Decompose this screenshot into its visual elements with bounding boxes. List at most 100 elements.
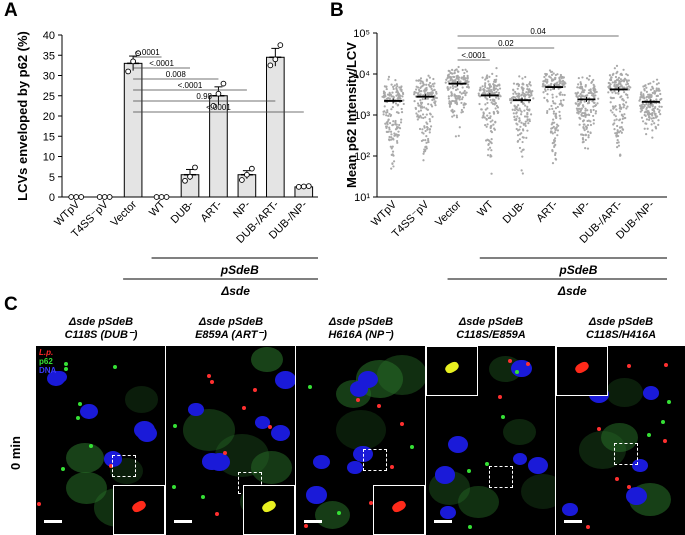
bacterium-dot xyxy=(253,387,258,392)
data-point xyxy=(489,120,492,123)
y-tick-label: 10¹ xyxy=(354,192,370,204)
data-point xyxy=(574,102,577,105)
data-point xyxy=(528,82,531,86)
data-point xyxy=(426,126,429,130)
data-point xyxy=(420,116,423,119)
column-title-strain: Δsde pSdeB xyxy=(588,316,654,328)
p-value-label: <.0001 xyxy=(178,81,203,90)
data-point xyxy=(626,74,629,77)
data-point xyxy=(518,133,522,136)
data-point xyxy=(386,109,389,112)
data-point xyxy=(484,78,487,81)
data-point xyxy=(585,126,588,130)
data-point xyxy=(422,106,426,109)
data-point xyxy=(592,78,595,82)
x-tick-label: Vector xyxy=(109,198,140,229)
data-point xyxy=(430,87,433,90)
data-point xyxy=(558,82,562,85)
data-point xyxy=(648,116,651,119)
data-point xyxy=(422,152,425,155)
data-point xyxy=(527,101,531,104)
data-point xyxy=(489,126,492,130)
data-point xyxy=(455,116,459,119)
data-point xyxy=(415,112,418,115)
data-point xyxy=(78,194,85,200)
data-point xyxy=(481,76,484,79)
data-point xyxy=(561,93,564,96)
data-point xyxy=(484,103,487,106)
data-point xyxy=(549,130,553,133)
data-point xyxy=(387,75,391,78)
data-point xyxy=(615,64,619,67)
data-point xyxy=(391,162,394,165)
data-point xyxy=(460,101,463,105)
data-point xyxy=(516,140,519,143)
data-point xyxy=(550,82,553,86)
data-point xyxy=(649,82,652,85)
nucleus xyxy=(512,453,528,466)
bacterium-dot xyxy=(662,439,667,444)
data-point xyxy=(522,136,525,139)
data-point xyxy=(658,109,661,112)
data-point xyxy=(395,139,399,143)
data-point xyxy=(587,113,590,116)
data-point xyxy=(519,109,522,112)
data-point xyxy=(525,91,528,94)
data-point xyxy=(611,111,614,114)
data-point xyxy=(390,108,393,111)
bacterium-dot xyxy=(369,500,374,505)
zoom-region-box xyxy=(488,466,513,489)
data-point xyxy=(592,92,595,95)
data-point xyxy=(561,83,564,86)
data-point xyxy=(182,177,188,184)
data-point xyxy=(643,111,646,114)
data-point xyxy=(428,127,432,131)
data-point xyxy=(390,133,393,136)
data-point xyxy=(515,83,519,86)
data-point xyxy=(461,68,464,72)
data-point xyxy=(579,93,582,96)
legend-dna: DNA xyxy=(39,366,57,375)
data-point xyxy=(400,118,403,121)
data-point xyxy=(651,136,654,139)
data-point xyxy=(612,96,615,100)
data-point xyxy=(643,84,646,88)
data-point xyxy=(583,89,586,92)
scale-bar xyxy=(434,520,452,523)
data-point xyxy=(515,92,518,95)
data-point xyxy=(613,81,616,84)
micrograph xyxy=(296,346,425,535)
data-point xyxy=(493,127,496,130)
data-point xyxy=(388,128,391,131)
data-point xyxy=(620,126,623,129)
data-point xyxy=(396,135,399,138)
data-point xyxy=(465,85,469,89)
data-point xyxy=(575,93,578,96)
data-point xyxy=(487,116,490,120)
data-point xyxy=(391,91,394,94)
data-point xyxy=(455,94,458,98)
data-point xyxy=(401,95,404,98)
data-point xyxy=(445,78,448,81)
data-point xyxy=(388,112,391,116)
p-value-label: <.0001 xyxy=(149,59,174,68)
scale-bar xyxy=(44,520,62,523)
data-point xyxy=(496,84,500,87)
data-point xyxy=(551,142,554,145)
column-title: Δsde pSdeB H616A (NP⁻) xyxy=(296,316,426,342)
data-point xyxy=(559,99,563,102)
bar xyxy=(266,56,285,198)
data-point xyxy=(391,145,394,148)
data-point xyxy=(417,86,420,89)
data-point xyxy=(552,102,555,105)
data-point xyxy=(525,115,528,118)
data-point xyxy=(449,77,453,81)
data-point xyxy=(528,108,531,111)
data-point xyxy=(616,70,619,73)
channel-legend: L.p. p62 DNA xyxy=(39,348,56,375)
data-point xyxy=(520,150,523,153)
data-point xyxy=(529,113,533,116)
y-tick-label: 0 xyxy=(49,192,55,204)
nucleus xyxy=(79,403,98,420)
data-point xyxy=(543,75,546,79)
